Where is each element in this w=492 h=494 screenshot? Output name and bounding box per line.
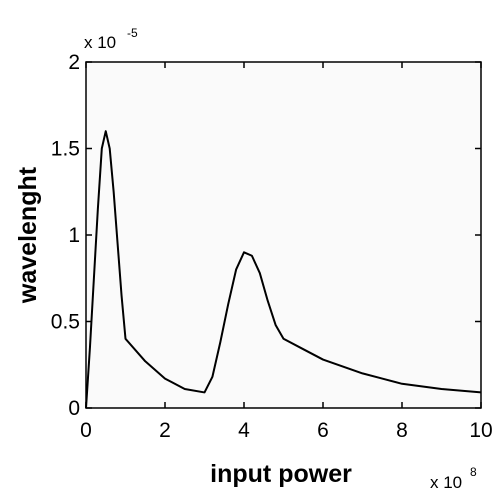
y-tick-label: 1 bbox=[68, 224, 80, 247]
x-multiplier-base: x 10 bbox=[430, 473, 462, 492]
y-tick-label: 0.5 bbox=[51, 311, 80, 334]
y-tick-label: 1.5 bbox=[51, 138, 80, 161]
y-ticks: 0 0.5 1 1.5 2 bbox=[51, 51, 481, 420]
x-ticks: 0 2 4 6 8 10 bbox=[80, 62, 492, 442]
plot-frame bbox=[85, 61, 482, 409]
y-tick-label: 2 bbox=[68, 51, 80, 74]
x-multiplier-exponent: 8 bbox=[470, 465, 477, 479]
series-line bbox=[85, 130, 482, 409]
x-axis-title: input power bbox=[210, 460, 352, 488]
x-tick-label: 10 bbox=[469, 419, 492, 442]
x-tick-label: 8 bbox=[396, 419, 408, 442]
x-tick-label: 6 bbox=[317, 419, 329, 442]
y-tick-label: 0 bbox=[68, 397, 80, 420]
y-multiplier-base: x 10 bbox=[84, 33, 116, 52]
y-axis-title: wavelenght bbox=[14, 166, 42, 304]
x-tick-label: 2 bbox=[159, 419, 171, 442]
x-tick-label: 0 bbox=[80, 419, 92, 442]
y-multiplier-exponent: -5 bbox=[127, 26, 138, 40]
plot-area bbox=[86, 62, 481, 408]
x-tick-label: 4 bbox=[238, 419, 250, 442]
